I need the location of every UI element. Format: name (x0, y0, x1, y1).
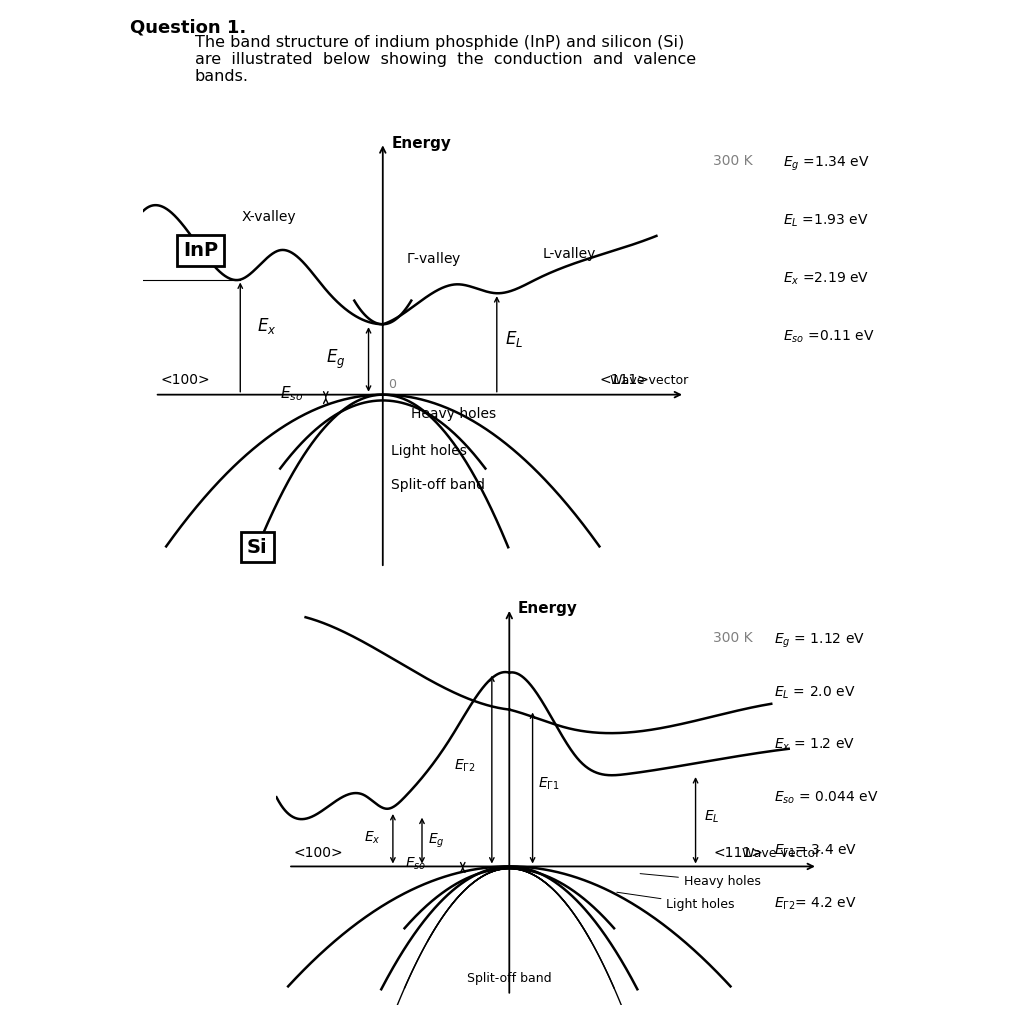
Text: $E_{so}$: $E_{so}$ (281, 384, 303, 403)
Text: $E_{so}$ =0.11 eV: $E_{so}$ =0.11 eV (783, 329, 874, 345)
Text: InP: InP (183, 241, 218, 260)
Text: Wave vector: Wave vector (742, 847, 820, 860)
Text: $E_x$ = 1.2 eV: $E_x$ = 1.2 eV (774, 737, 855, 753)
Text: Split-off band: Split-off band (391, 478, 485, 492)
Text: <111>: <111> (599, 374, 649, 387)
Text: X-valley: X-valley (242, 210, 296, 224)
Text: $E_x$ =2.19 eV: $E_x$ =2.19 eV (783, 270, 869, 287)
Text: $E_{\Gamma2}$: $E_{\Gamma2}$ (454, 757, 475, 774)
Text: $E_L$ =1.93 eV: $E_L$ =1.93 eV (783, 212, 869, 228)
Text: $E_{\Gamma1}$= 3.4 eV: $E_{\Gamma1}$= 3.4 eV (774, 842, 857, 859)
Text: are  illustrated  below  showing  the  conduction  and  valence: are illustrated below showing the conduc… (195, 52, 696, 67)
Text: $E_g$: $E_g$ (428, 831, 444, 850)
Text: Energy: Energy (391, 136, 452, 150)
Text: $E_L$ = 2.0 eV: $E_L$ = 2.0 eV (774, 684, 856, 700)
Text: 0: 0 (388, 379, 396, 392)
Text: Light holes: Light holes (391, 445, 467, 458)
Text: $E_L$: $E_L$ (705, 808, 720, 825)
Text: Split-off band: Split-off band (467, 971, 552, 985)
Text: $E_{\Gamma1}$: $E_{\Gamma1}$ (539, 776, 560, 793)
Text: Question 1.: Question 1. (130, 18, 246, 36)
Text: L-valley: L-valley (543, 247, 596, 261)
Text: 300 K: 300 K (713, 154, 753, 168)
Text: <111>: <111> (713, 847, 763, 861)
Text: Energy: Energy (518, 601, 578, 616)
Text: Heavy holes: Heavy holes (640, 874, 761, 888)
Text: $E_{so}$: $E_{so}$ (404, 856, 426, 872)
Text: $E_L$: $E_L$ (506, 329, 523, 349)
Text: $E_{\Gamma2}$= 4.2 eV: $E_{\Gamma2}$= 4.2 eV (774, 895, 856, 911)
Text: Light holes: Light holes (616, 892, 735, 911)
Text: <100>: <100> (161, 374, 210, 387)
Text: $E_g$ = 1.12 eV: $E_g$ = 1.12 eV (774, 631, 865, 650)
Text: $E_x$: $E_x$ (257, 317, 276, 336)
Text: The band structure of indium phosphide (InP) and silicon (Si): The band structure of indium phosphide (… (195, 35, 684, 50)
Text: <100>: <100> (294, 847, 344, 861)
Text: $E_{so}$ = 0.044 eV: $E_{so}$ = 0.044 eV (774, 790, 879, 806)
Text: Heavy holes: Heavy holes (412, 407, 497, 421)
Text: $E_g$: $E_g$ (327, 348, 346, 371)
Text: $E_g$ =1.34 eV: $E_g$ =1.34 eV (783, 154, 870, 173)
Text: $E_x$: $E_x$ (364, 829, 380, 845)
Text: $\Gamma$-valley: $\Gamma$-valley (406, 251, 461, 268)
Text: Si: Si (247, 538, 267, 556)
Text: 300 K: 300 K (713, 631, 753, 646)
Text: bands.: bands. (195, 69, 249, 84)
Text: Wave vector: Wave vector (609, 374, 688, 387)
